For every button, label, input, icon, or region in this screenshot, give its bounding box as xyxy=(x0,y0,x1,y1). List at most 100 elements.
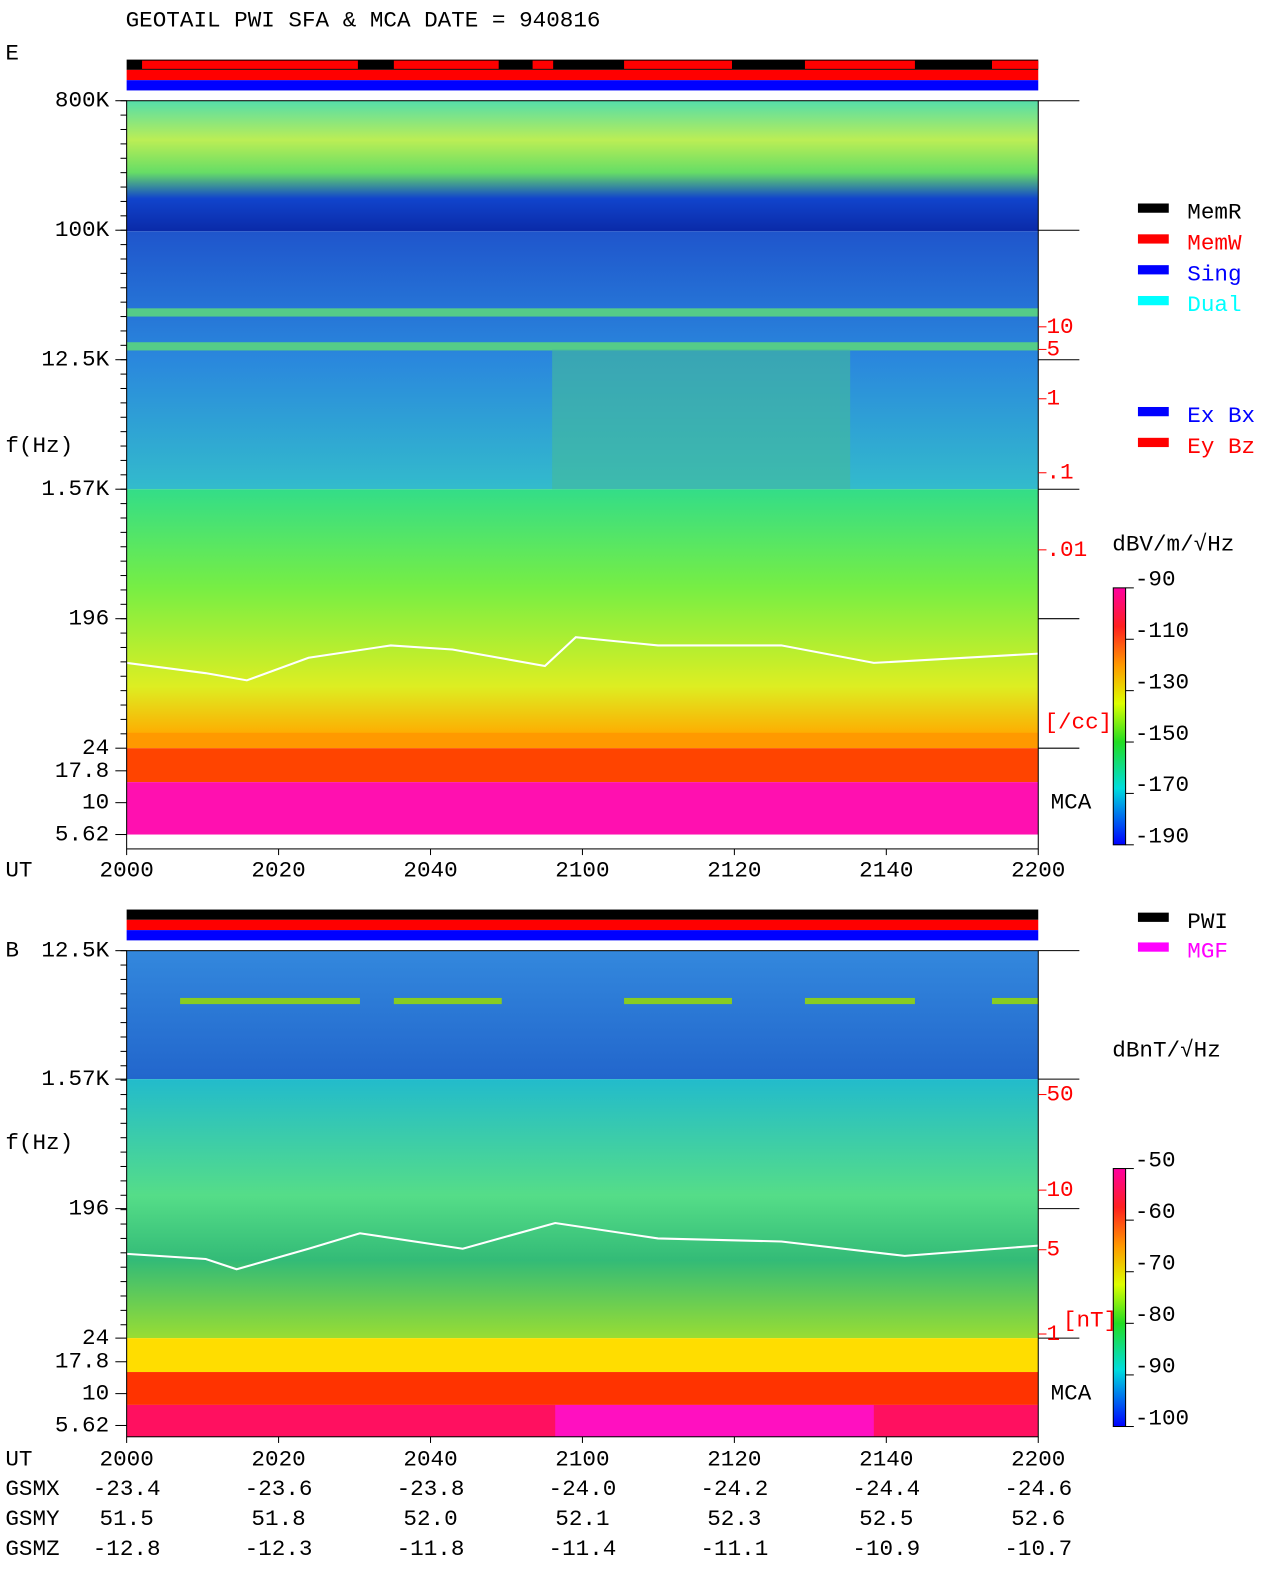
panel-label: E xyxy=(5,40,19,66)
orbit-value: -12.3 xyxy=(245,1536,313,1562)
right-scale-label: 5 xyxy=(1046,336,1060,362)
colorbar-tick-label: -60 xyxy=(1135,1199,1176,1225)
right-scale-label: 1 xyxy=(1046,386,1060,412)
orbit-label: GSMX xyxy=(5,1476,60,1502)
x-axis-label: UT xyxy=(5,1446,32,1472)
orbit-value: -10.7 xyxy=(1004,1536,1072,1562)
legend-swatch xyxy=(1137,295,1169,306)
x-tick-label: 2020 xyxy=(251,857,305,883)
right-scale-label: 5 xyxy=(1046,1237,1060,1263)
legend-swatch xyxy=(1137,265,1169,275)
right-scale-label: .01 xyxy=(1046,537,1087,563)
mca-label: MCA xyxy=(1051,790,1092,816)
orbit-value: -24.0 xyxy=(549,1476,617,1502)
x-tick-label: 2100 xyxy=(555,1446,609,1472)
orbit-value: -12.8 xyxy=(93,1536,161,1562)
colorbar-unit: dBnT/√Hz xyxy=(1112,1037,1221,1063)
legend-label: MGF xyxy=(1187,939,1228,965)
legend-label: Ey Bz xyxy=(1187,434,1255,460)
orbit-value: -11.1 xyxy=(700,1536,768,1562)
y-axis-label: f(Hz) xyxy=(5,433,73,459)
y-tick-label: 24 xyxy=(82,735,109,761)
orbit-value: 52.1 xyxy=(555,1506,609,1532)
y-axis-label: f(Hz) xyxy=(5,1130,73,1156)
x-axis-label: UT xyxy=(5,857,32,883)
y-tick-label: 1.57K xyxy=(41,1066,109,1092)
orbit-value: -10.9 xyxy=(852,1536,920,1562)
right-unit: [nT] xyxy=(1063,1308,1117,1334)
y-tick-label: 800K xyxy=(55,88,110,114)
y-tick-label: 12.5K xyxy=(41,347,109,373)
colorbar-tick-label: -50 xyxy=(1135,1147,1176,1173)
y-tick-label: 17.8 xyxy=(55,758,109,784)
legend-label: Sing xyxy=(1187,261,1241,287)
orbit-value: -11.4 xyxy=(549,1536,617,1562)
y-tick-label: 12.5K xyxy=(41,938,109,964)
x-tick-label: 2100 xyxy=(555,857,609,883)
colorbar-tick-label: -150 xyxy=(1135,721,1189,747)
orbit-value: -24.2 xyxy=(700,1476,768,1502)
x-tick-label: 2040 xyxy=(403,1446,457,1472)
right-scale-label: .1 xyxy=(1046,460,1073,486)
legend-swatch xyxy=(1137,406,1169,417)
status-bars xyxy=(126,909,1039,941)
legend-swatch xyxy=(1137,437,1169,448)
spectrogram-b xyxy=(126,950,1039,1437)
colorbar-tick-label: -130 xyxy=(1135,669,1189,695)
x-tick-label: 2200 xyxy=(1011,857,1065,883)
orbit-value: 52.3 xyxy=(707,1506,761,1532)
legend-label: Ex Bx xyxy=(1187,403,1255,429)
orbit-value: 51.8 xyxy=(251,1506,305,1532)
colorbar-tick-label: -90 xyxy=(1135,567,1176,593)
y-tick-label: 196 xyxy=(68,606,109,632)
colorbar-tick-label: -80 xyxy=(1135,1302,1176,1328)
y-tick-label: 5.62 xyxy=(55,821,109,847)
status-bars xyxy=(126,59,1039,91)
orbit-value: -23.8 xyxy=(397,1476,465,1502)
orbit-value: 51.5 xyxy=(100,1506,154,1532)
legend-label: MemR xyxy=(1187,200,1241,226)
panel-label: B xyxy=(5,938,19,964)
colorbar xyxy=(1112,1168,1127,1428)
colorbar-tick-label: -110 xyxy=(1135,618,1189,644)
orbit-value: 52.6 xyxy=(1011,1506,1065,1532)
orbit-value: -23.4 xyxy=(93,1476,161,1502)
colorbar-unit: dBV/m/√Hz xyxy=(1112,532,1234,558)
orbit-value: -23.6 xyxy=(245,1476,313,1502)
x-tick-label: 2120 xyxy=(707,857,761,883)
x-tick-label: 2120 xyxy=(707,1446,761,1472)
orbit-value: -24.6 xyxy=(1004,1476,1072,1502)
right-scale-label: 10 xyxy=(1046,1177,1073,1203)
legend-swatch xyxy=(1137,912,1169,922)
orbit-value: -11.8 xyxy=(397,1536,465,1562)
x-tick-label: 2000 xyxy=(100,1446,154,1472)
spectrogram-e xyxy=(126,100,1039,835)
colorbar-tick-label: -170 xyxy=(1135,772,1189,798)
legend-label: Dual xyxy=(1187,292,1241,318)
mca-label: MCA xyxy=(1051,1381,1092,1407)
colorbar xyxy=(1112,587,1127,846)
y-tick-label: 1.57K xyxy=(41,476,109,502)
colorbar-tick-label: -70 xyxy=(1135,1250,1176,1276)
x-tick-label: 2140 xyxy=(859,857,913,883)
y-tick-label: 196 xyxy=(68,1196,109,1222)
legend-label: PWI xyxy=(1187,909,1228,935)
x-tick-label: 2000 xyxy=(100,857,154,883)
legend-swatch xyxy=(1137,942,1169,952)
right-scale-label: 10 xyxy=(1046,314,1073,340)
orbit-label: GSMZ xyxy=(5,1536,59,1562)
orbit-value: 52.5 xyxy=(859,1506,913,1532)
legend-swatch xyxy=(1137,203,1169,213)
legend-swatch xyxy=(1137,234,1169,244)
title: GEOTAIL PWI SFA & MCA DATE = 940816 xyxy=(126,8,601,34)
orbit-value: 52.0 xyxy=(403,1506,457,1532)
y-tick-label: 100K xyxy=(55,217,110,243)
x-tick-label: 2040 xyxy=(403,857,457,883)
y-tick-label: 24 xyxy=(82,1325,109,1351)
colorbar-tick-label: -100 xyxy=(1135,1405,1189,1431)
y-tick-label: 17.8 xyxy=(55,1349,109,1375)
orbit-label: GSMY xyxy=(5,1506,60,1532)
right-scale-label: 1 xyxy=(1046,1321,1060,1347)
orbit-value: -24.4 xyxy=(852,1476,920,1502)
